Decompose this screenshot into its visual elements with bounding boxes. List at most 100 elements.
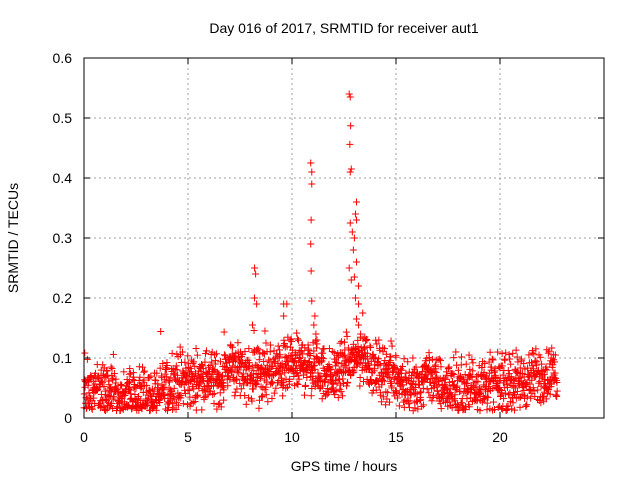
data-point [338,338,346,346]
y-tick-label: 0.2 [53,290,73,306]
data-point [360,378,367,386]
data-point [114,403,122,411]
data-point [108,365,116,373]
data-point [486,348,494,356]
data-point [189,398,197,406]
data-point [301,357,309,365]
data-point [216,399,224,407]
data-point [179,400,187,408]
data-point [160,383,168,391]
data-point [326,366,334,374]
data-point [507,375,515,383]
data-point [139,363,146,371]
data-point [458,353,466,361]
data-point [355,359,363,367]
data-point [511,406,519,414]
data-point [106,384,114,392]
data-point [412,363,420,371]
data-point [357,330,365,338]
data-point [491,405,499,413]
data-point [352,258,360,266]
data-point [417,388,425,396]
data-point [150,403,158,411]
data-point [124,379,132,387]
data-point [394,394,402,402]
data-point [386,374,394,382]
data-point [503,406,511,414]
data-point [538,374,546,382]
data-point [444,402,452,410]
data-point [465,403,473,411]
data-point [530,387,538,395]
data-point [350,234,358,242]
data-point [334,359,342,367]
data-point [87,372,95,380]
data-point [179,348,187,356]
data-point [504,402,512,410]
data-point [308,297,316,305]
data-point [463,379,471,387]
data-point [312,344,320,352]
data-point [414,405,422,413]
data-point [220,386,228,394]
data-point [103,367,111,375]
y-tick-label: 0.1 [53,350,73,366]
data-point [152,406,160,414]
data-point [331,376,339,384]
data-point [217,358,224,366]
data-point [108,400,116,408]
data-point [476,390,484,398]
data-point [432,369,440,377]
data-point [350,273,358,281]
data-point [314,369,322,377]
data-point [307,267,315,275]
data-point [527,394,535,402]
data-point [474,378,482,386]
data-point [248,370,256,378]
data-point [534,386,542,394]
data-point [98,377,106,385]
data-point [469,367,477,375]
data-point [346,93,354,101]
x-tick-label: 5 [184,429,192,445]
data-point [262,391,270,399]
data-point [533,358,541,366]
data-point [347,165,355,173]
y-tick-label: 0.5 [53,110,73,126]
data-point [188,356,196,364]
data-point [453,382,461,390]
data-point [282,384,290,392]
data-point [344,378,352,386]
data-point [542,395,550,403]
data-point [251,348,259,356]
data-point [539,371,547,379]
data-point [436,357,444,365]
data-point [375,355,383,363]
data-point [255,404,263,412]
data-point [341,338,349,346]
data-point [117,380,125,388]
data-point [115,390,123,398]
data-point [382,401,390,409]
data-point [356,382,364,390]
data-point [296,353,304,361]
data-point [543,366,551,374]
data-point [159,359,167,367]
data-point [170,370,178,378]
data-point [88,405,96,413]
data-point [116,399,124,407]
data-point [445,363,453,371]
data-point [297,347,305,355]
data-point [126,386,134,394]
data-point [162,365,170,373]
data-point [181,389,189,397]
data-point [432,356,440,364]
data-point [335,353,343,361]
data-point [513,368,521,376]
data-point [523,393,531,401]
data-point [540,388,548,396]
data-point [322,392,330,400]
data-point [519,369,527,377]
data-point [174,401,182,409]
